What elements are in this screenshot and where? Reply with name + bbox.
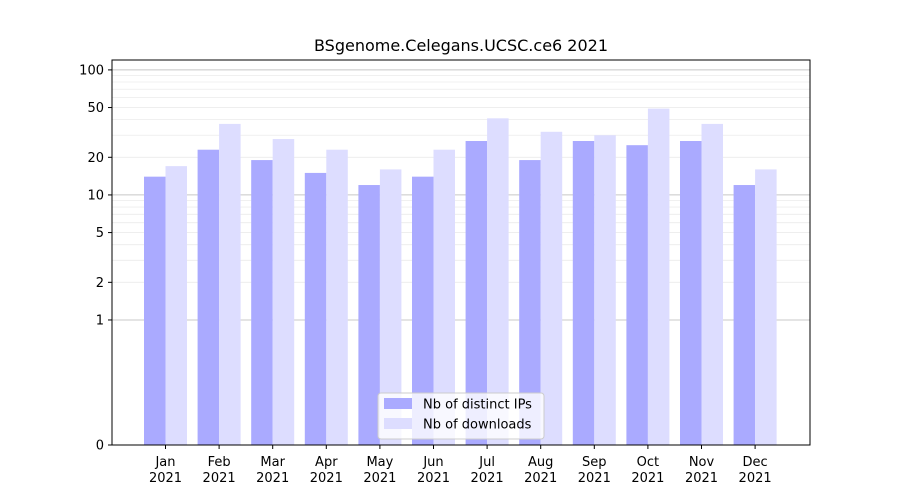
chart-title: BSgenome.Celegans.UCSC.ce6 2021 — [314, 36, 608, 55]
legend: Nb of distinct IPs Nb of downloads — [377, 392, 545, 440]
x-tick-label: Nov 2021 — [685, 455, 718, 486]
x-tick-label: May 2021 — [363, 455, 396, 486]
legend-label: Nb of distinct IPs — [423, 398, 532, 413]
x-tick-label: Dec 2021 — [739, 455, 772, 486]
bar-downloads-aug — [540, 131, 563, 445]
y-tick-label: 1 — [96, 313, 104, 328]
bar-distinct-ips-jun — [412, 176, 434, 445]
legend-label: Nb of downloads — [423, 418, 532, 433]
bar-distinct-ips-oct — [626, 145, 648, 445]
bar-distinct-ips-sep — [572, 140, 595, 445]
bar-distinct-ips-apr — [304, 172, 327, 445]
x-tick-label: Oct 2021 — [631, 455, 664, 486]
y-tick-label: 10 — [87, 188, 104, 203]
y-tick-label: 50 — [87, 101, 104, 116]
bar-downloads-nov — [701, 123, 723, 445]
y-tick-label: 20 — [87, 151, 104, 166]
y-tick-label: 2 — [96, 276, 104, 291]
bar-downloads-jan — [165, 166, 187, 445]
bar-distinct-ips-mar — [251, 160, 273, 445]
legend-box — [377, 392, 545, 440]
bar-downloads-feb — [219, 123, 241, 445]
bar-downloads-dec — [755, 169, 777, 445]
x-tick-label: Feb 2021 — [203, 455, 236, 486]
x-tick-label: Jun 2021 — [417, 455, 450, 486]
bar-distinct-ips-jan — [144, 176, 166, 445]
bar-downloads-mar — [272, 139, 295, 445]
y-tick-label: 100 — [79, 63, 104, 78]
bar-distinct-ips-dec — [733, 185, 756, 445]
x-tick-label: Jan 2021 — [149, 455, 182, 486]
bar-distinct-ips-may — [358, 185, 380, 445]
legend-swatch — [384, 418, 412, 429]
bar-downloads-may — [379, 169, 402, 445]
bar-distinct-ips-feb — [197, 149, 220, 446]
bar-downloads-jul — [487, 118, 509, 445]
x-tick-label: Apr 2021 — [310, 455, 343, 486]
x-tick-label: Aug 2021 — [524, 455, 557, 486]
y-tick-label: 0 — [96, 439, 104, 454]
bar-downloads-jun — [433, 149, 455, 446]
x-tick-label: Sep 2021 — [578, 455, 611, 486]
bar-downloads-sep — [594, 135, 616, 445]
bar-distinct-ips-jul — [465, 140, 488, 445]
x-tick-label: Jul 2021 — [471, 455, 504, 486]
bar-downloads-apr — [326, 149, 348, 446]
y-axis: 0 1 2 5 10 20 50 100 — [79, 63, 112, 454]
bar-distinct-ips-aug — [519, 160, 541, 445]
x-axis: Jan 2021 Feb 2021 Mar 2021 Apr 2021 May 2021 Jun 20… — [149, 445, 772, 486]
bar-downloads-oct — [647, 108, 670, 445]
plot-frame — [111, 59, 811, 446]
y-tick-label: 5 — [96, 226, 104, 241]
bars — [144, 108, 777, 446]
legend-swatch — [384, 398, 412, 409]
bar-distinct-ips-nov — [680, 140, 702, 445]
x-tick-label: Mar 2021 — [256, 455, 289, 486]
